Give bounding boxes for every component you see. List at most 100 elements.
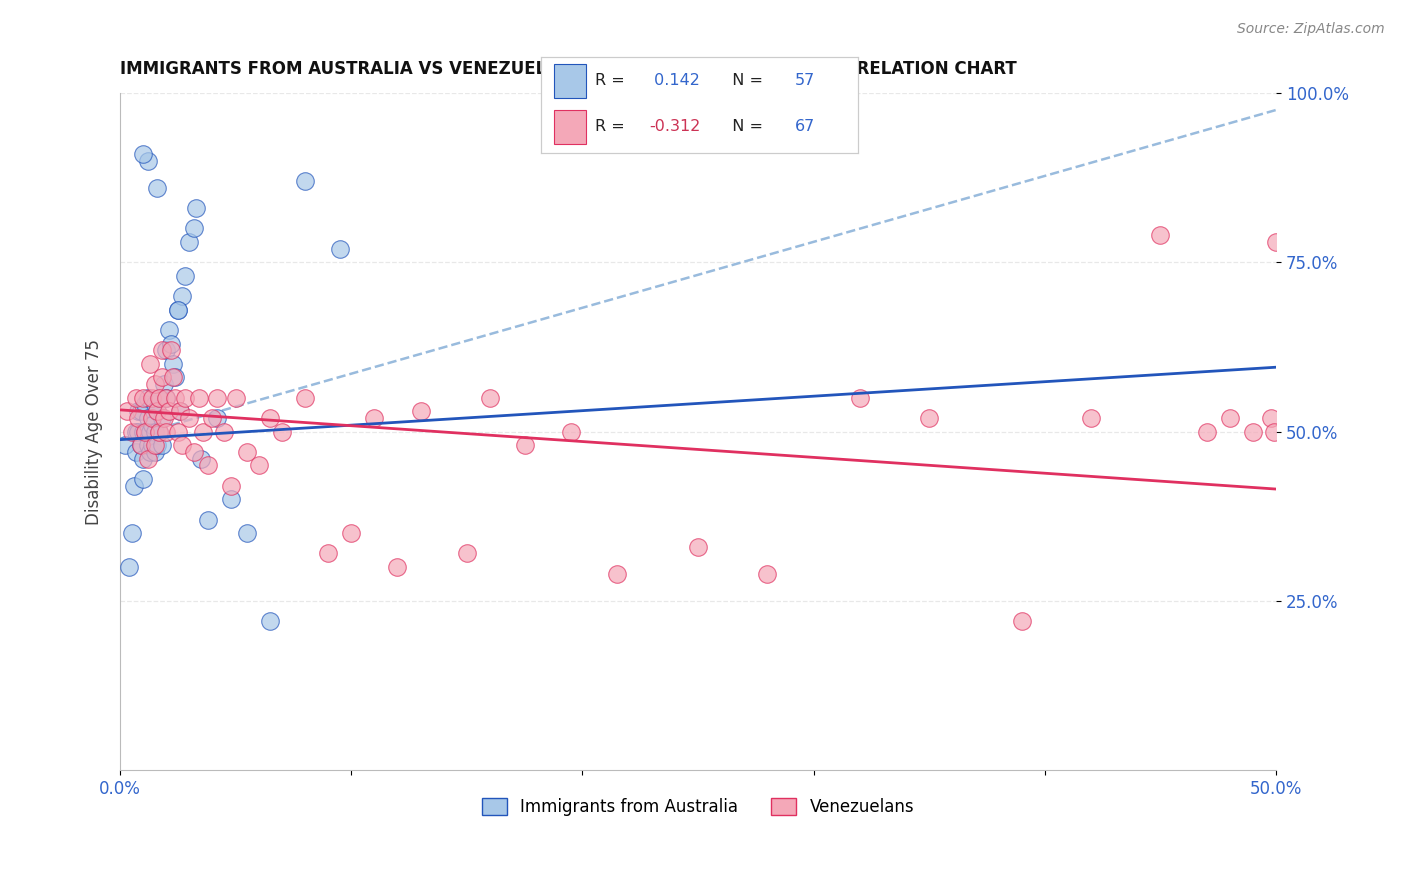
- Point: [148, 391, 170, 405]
- Point: [606, 566, 628, 581]
- Point: [153, 377, 176, 392]
- Point: [148, 425, 170, 439]
- Point: [146, 438, 169, 452]
- Point: [141, 438, 163, 452]
- Point: [179, 235, 201, 249]
- Point: [205, 411, 228, 425]
- Point: [125, 445, 148, 459]
- Point: [197, 458, 219, 473]
- Point: [148, 425, 170, 439]
- Point: [183, 445, 205, 459]
- Point: [219, 492, 242, 507]
- Bar: [554, 64, 586, 97]
- Point: [190, 451, 212, 466]
- Text: Source: ZipAtlas.com: Source: ZipAtlas.com: [1237, 22, 1385, 37]
- Point: [136, 411, 159, 425]
- Point: [121, 526, 143, 541]
- Point: [173, 268, 195, 283]
- Point: [134, 425, 156, 439]
- Point: [134, 425, 156, 439]
- Point: [166, 302, 188, 317]
- Point: [155, 425, 177, 439]
- Point: [127, 411, 149, 425]
- Point: [1265, 235, 1288, 249]
- Point: [165, 370, 187, 384]
- Point: [127, 425, 149, 439]
- Point: [478, 391, 501, 405]
- Bar: [554, 110, 586, 144]
- Point: [148, 391, 170, 405]
- Point: [155, 391, 177, 405]
- Point: [157, 404, 180, 418]
- Point: [212, 425, 235, 439]
- Point: [219, 478, 242, 492]
- Point: [141, 417, 163, 432]
- Point: [136, 153, 159, 168]
- Point: [153, 411, 176, 425]
- Point: [259, 411, 281, 425]
- Point: [236, 445, 259, 459]
- Point: [205, 391, 228, 405]
- Point: [150, 438, 173, 452]
- Point: [560, 425, 582, 439]
- Point: [160, 336, 183, 351]
- Point: [141, 391, 163, 405]
- Point: [146, 181, 169, 195]
- Point: [1080, 411, 1102, 425]
- Point: [165, 391, 187, 405]
- Point: [1149, 228, 1171, 243]
- Point: [160, 343, 183, 358]
- Point: [139, 357, 162, 371]
- Legend: Immigrants from Australia, Venezuelans: Immigrants from Australia, Venezuelans: [475, 791, 921, 822]
- Point: [201, 411, 224, 425]
- Point: [146, 404, 169, 418]
- Point: [363, 411, 385, 425]
- Text: R =: R =: [595, 119, 630, 134]
- Point: [146, 404, 169, 418]
- Point: [183, 221, 205, 235]
- Point: [134, 397, 156, 411]
- Point: [172, 289, 194, 303]
- Point: [136, 451, 159, 466]
- Text: -0.312: -0.312: [650, 119, 700, 134]
- Point: [115, 404, 138, 418]
- Point: [143, 377, 166, 392]
- Point: [187, 391, 209, 405]
- Point: [132, 451, 155, 466]
- Point: [162, 370, 184, 384]
- Point: [118, 560, 141, 574]
- Point: [129, 404, 152, 418]
- Point: [139, 425, 162, 439]
- Point: [139, 445, 162, 459]
- Point: [247, 458, 270, 473]
- Point: [329, 242, 352, 256]
- Point: [1219, 411, 1241, 425]
- Point: [132, 391, 155, 405]
- Point: [114, 438, 136, 452]
- Point: [136, 438, 159, 452]
- Point: [513, 438, 536, 452]
- Point: [132, 425, 155, 439]
- Point: [270, 425, 292, 439]
- Point: [136, 391, 159, 405]
- Point: [157, 323, 180, 337]
- Point: [236, 526, 259, 541]
- Point: [132, 472, 155, 486]
- Text: R =: R =: [595, 73, 630, 87]
- Point: [1195, 425, 1218, 439]
- Point: [129, 438, 152, 452]
- Point: [166, 425, 188, 439]
- Point: [225, 391, 247, 405]
- Point: [150, 343, 173, 358]
- Point: [155, 343, 177, 358]
- Point: [141, 411, 163, 425]
- Point: [686, 540, 709, 554]
- Point: [172, 438, 194, 452]
- Point: [162, 357, 184, 371]
- Point: [143, 445, 166, 459]
- Point: [1011, 614, 1033, 628]
- Point: [125, 425, 148, 439]
- Text: N =: N =: [721, 119, 768, 134]
- Point: [756, 566, 779, 581]
- Point: [193, 425, 215, 439]
